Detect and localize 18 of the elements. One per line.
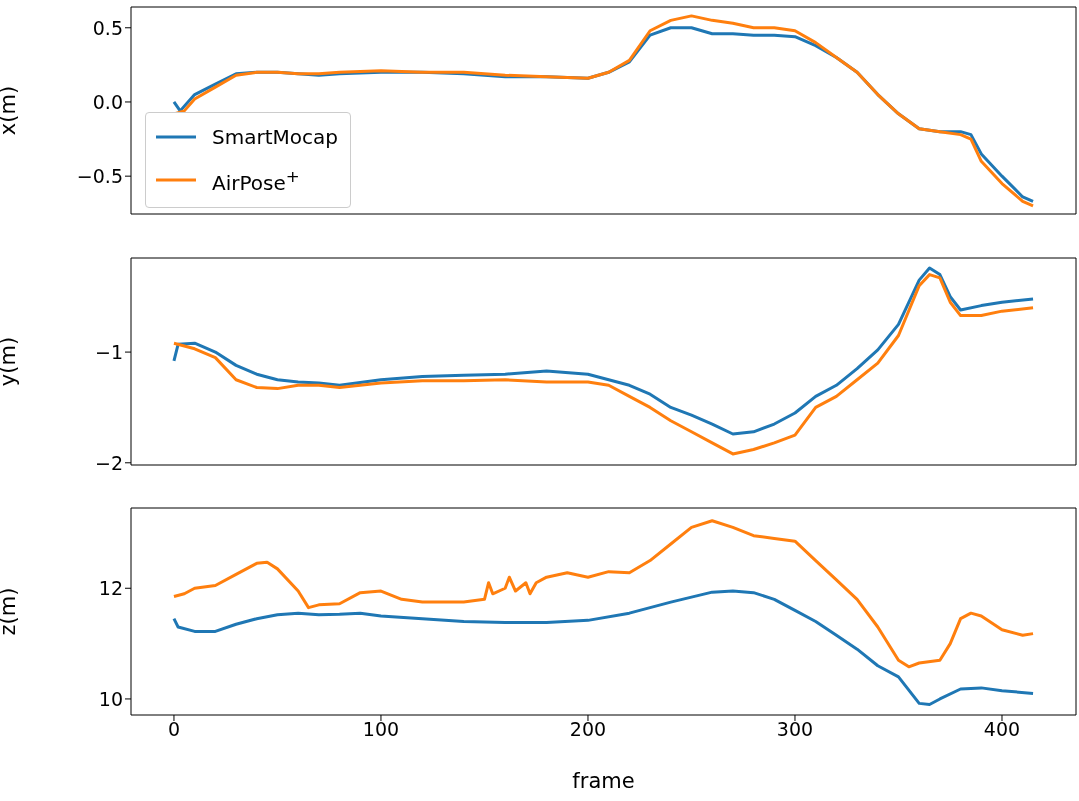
- y-tick-label: −2: [94, 451, 123, 474]
- y-tick-label: 10: [98, 687, 123, 710]
- legend-label: SmartMocap: [212, 124, 338, 151]
- y-axis-title: y(m): [0, 336, 21, 387]
- y-axis-title: z(m): [0, 587, 21, 636]
- y-tick-label: 0.5: [92, 16, 123, 39]
- y-tick-label: 0.0: [92, 90, 123, 113]
- legend-label: AirPose$^{+}$: [212, 166, 300, 197]
- x-tick-label: 200: [569, 718, 607, 741]
- x-axis-title: frame: [572, 769, 635, 793]
- x-tick-label: 300: [776, 718, 814, 741]
- x-tick-label: 100: [362, 718, 400, 741]
- y-tick-label: −0.5: [76, 164, 123, 187]
- y-tick-label: −1: [94, 340, 123, 363]
- y-axis-title: x(m): [0, 85, 21, 136]
- x-tick-label: 400: [983, 718, 1021, 741]
- y-tick-label: 12: [98, 577, 123, 599]
- x-tick-label: 0: [167, 718, 180, 741]
